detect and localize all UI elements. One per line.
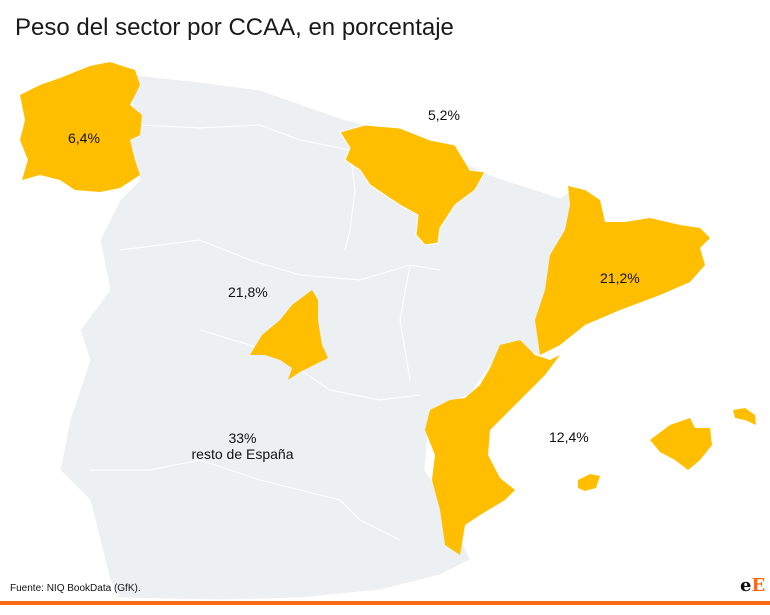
region-galicia (20, 62, 142, 192)
label-madrid: 21,8% (228, 284, 268, 300)
region-cataluna (535, 186, 710, 355)
label-pais-vasco-navarra: 5,2% (428, 107, 460, 123)
chart-title: Peso del sector por CCAA, en porcentaje (15, 14, 454, 41)
label-valencia-baleares: 12,4% (549, 429, 589, 445)
region-madrid (250, 290, 328, 380)
bottom-accent-bar (0, 601, 770, 605)
region-pais-vasco-navarra (339, 124, 486, 246)
label-rest-of-spain: 33% resto de España (170, 430, 315, 462)
region-menorca (733, 408, 756, 425)
logo-part-E: E (751, 575, 766, 596)
label-galicia: 6,4% (68, 130, 100, 146)
region-valencia (425, 340, 560, 555)
region-mallorca (650, 418, 712, 470)
region-borders (90, 124, 441, 541)
source-note: Fuente: NIQ BookData (GfK). (10, 583, 141, 594)
region-ibiza (578, 474, 600, 491)
logo-part-e: e (740, 575, 752, 596)
label-rest-value: 33% (228, 430, 257, 446)
label-cataluna: 21,2% (600, 270, 640, 286)
brand-logo: eE (740, 575, 765, 596)
label-rest-name: resto de España (191, 446, 294, 462)
